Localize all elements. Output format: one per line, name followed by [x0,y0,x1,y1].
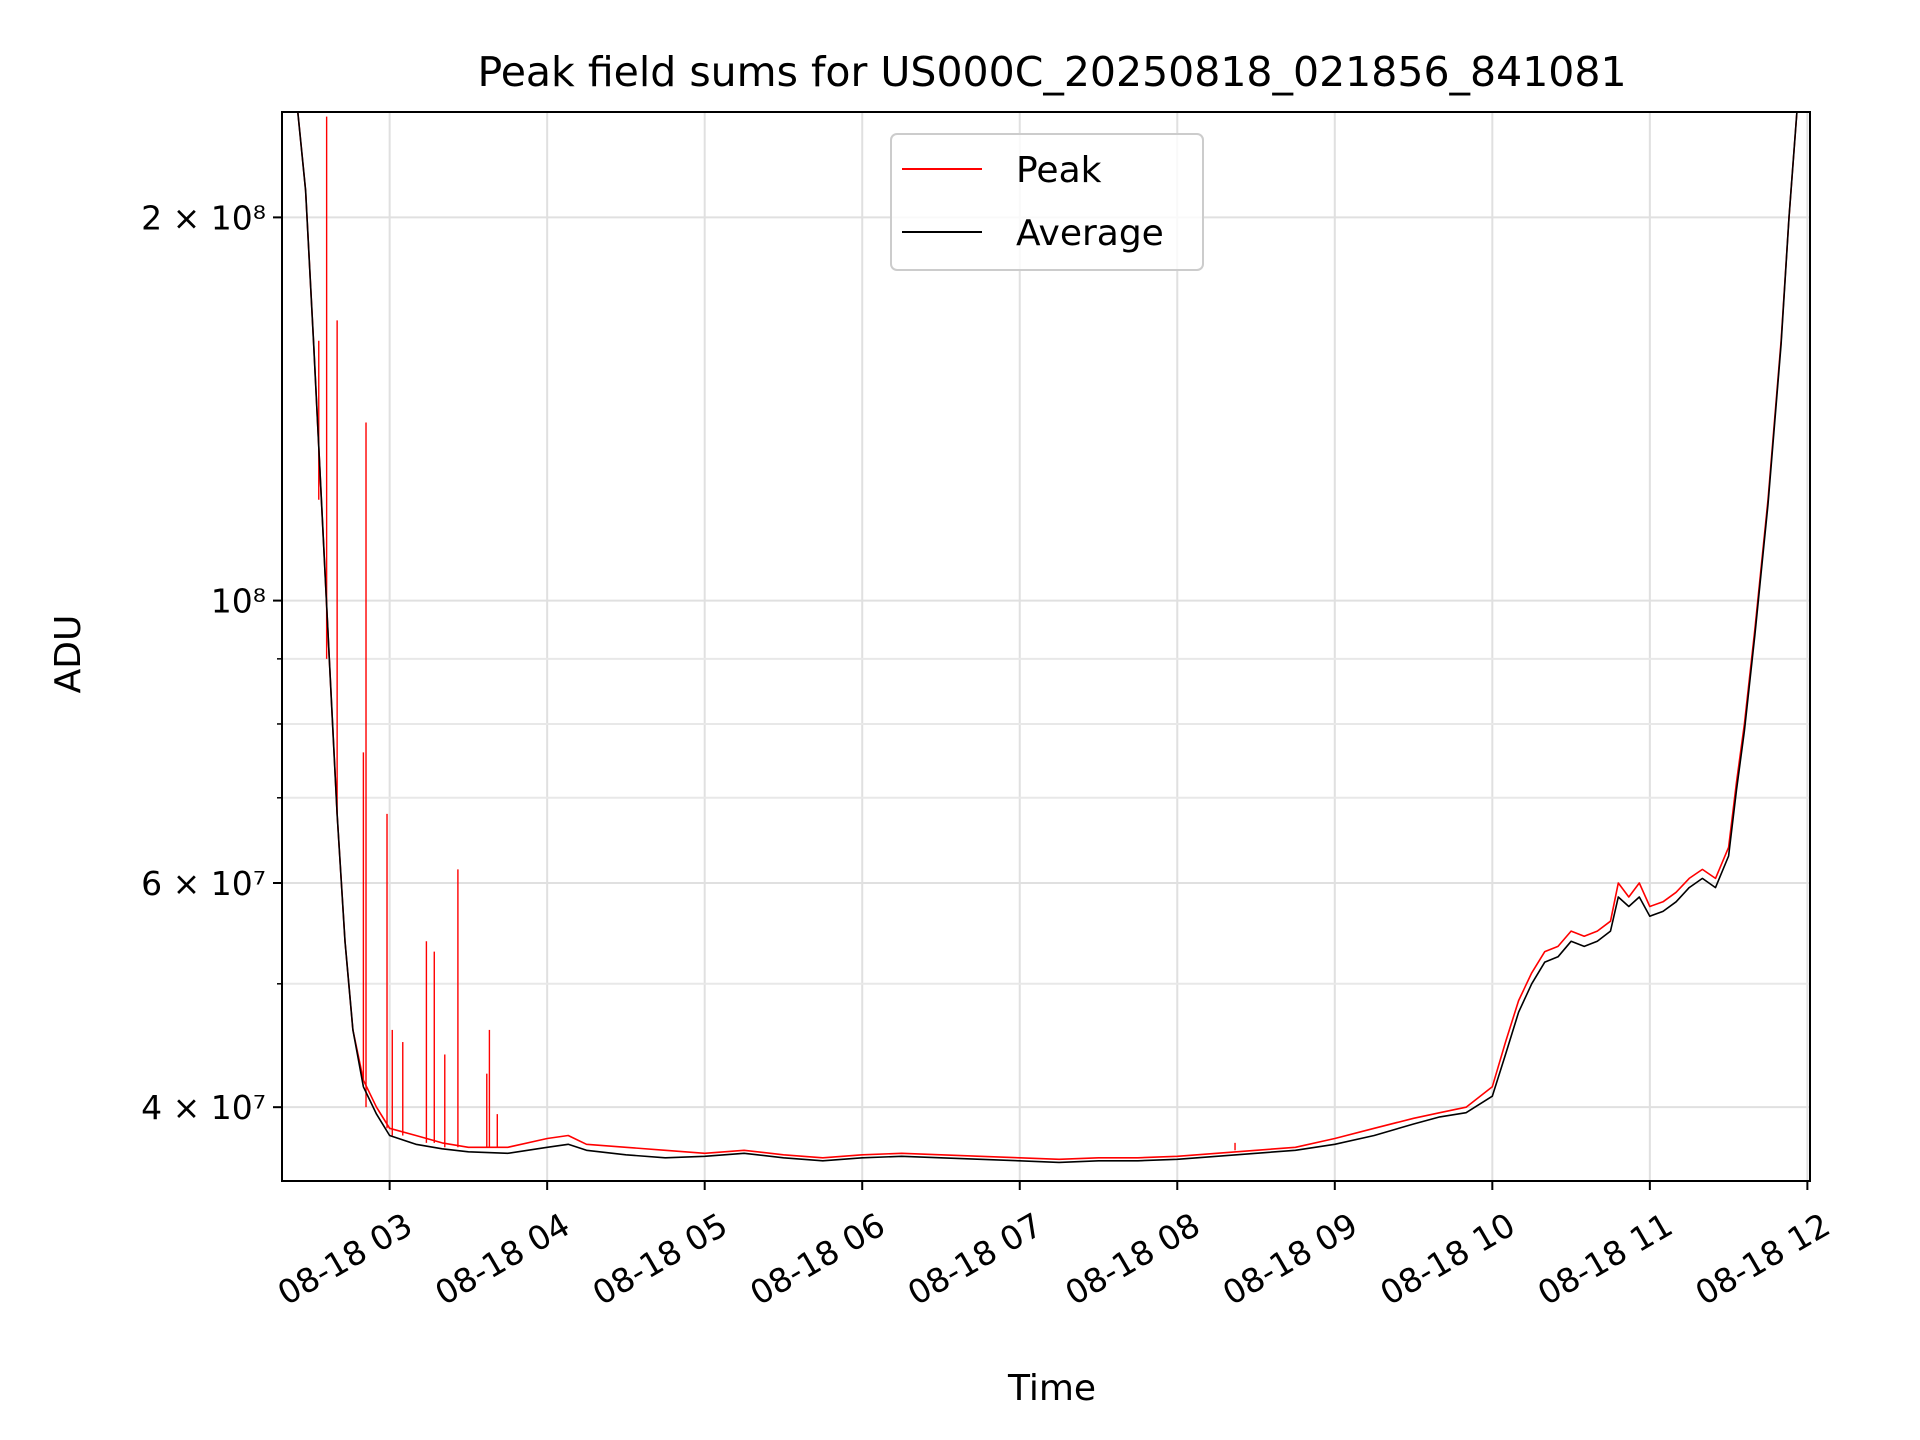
series-line-average [297,112,1798,1164]
series-line-peak [297,112,1798,1161]
y-tick-label: 4 × 10⁷ [141,1088,266,1127]
chart-title: Peak field sums for US000C_20250818_0218… [477,48,1626,96]
y-tick-label: 2 × 10⁸ [141,198,266,237]
series-layer [297,112,1798,1164]
y-axis-label: ADU [48,615,89,694]
x-axis-label: Time [1007,1368,1096,1409]
legend-label-peak: Peak [1016,150,1102,191]
legend-label-average: Average [1016,213,1164,254]
plot-frame [281,111,1811,1182]
y-tick-label: 6 × 10⁷ [141,864,266,903]
y-tick-label: 10⁸ [211,582,266,621]
legend: Peak Average [890,133,1204,271]
